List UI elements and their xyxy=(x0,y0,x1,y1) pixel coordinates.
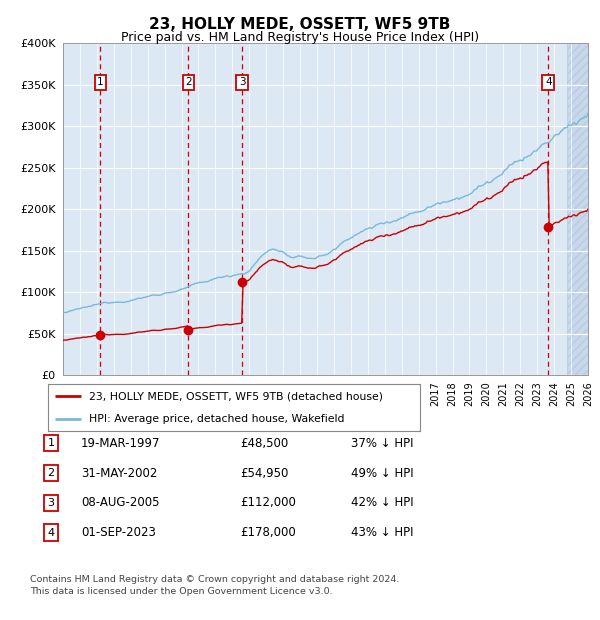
Text: 4: 4 xyxy=(545,78,551,87)
Text: 42% ↓ HPI: 42% ↓ HPI xyxy=(351,497,413,509)
Text: 37% ↓ HPI: 37% ↓ HPI xyxy=(351,437,413,450)
Text: £112,000: £112,000 xyxy=(240,497,296,509)
Text: Contains HM Land Registry data © Crown copyright and database right 2024.
This d: Contains HM Land Registry data © Crown c… xyxy=(30,575,400,596)
Text: 43% ↓ HPI: 43% ↓ HPI xyxy=(351,526,413,539)
Text: 23, HOLLY MEDE, OSSETT, WF5 9TB: 23, HOLLY MEDE, OSSETT, WF5 9TB xyxy=(149,17,451,32)
Text: Price paid vs. HM Land Registry's House Price Index (HPI): Price paid vs. HM Land Registry's House … xyxy=(121,31,479,44)
Text: £178,000: £178,000 xyxy=(240,526,296,539)
Text: 23, HOLLY MEDE, OSSETT, WF5 9TB (detached house): 23, HOLLY MEDE, OSSETT, WF5 9TB (detache… xyxy=(89,391,383,401)
Text: 3: 3 xyxy=(239,78,245,87)
Text: 4: 4 xyxy=(47,528,55,538)
Text: 01-SEP-2023: 01-SEP-2023 xyxy=(81,526,156,539)
Text: 3: 3 xyxy=(47,498,55,508)
Text: HPI: Average price, detached house, Wakefield: HPI: Average price, detached house, Wake… xyxy=(89,414,344,424)
Text: £54,950: £54,950 xyxy=(240,467,289,479)
Text: 1: 1 xyxy=(97,78,104,87)
Text: 49% ↓ HPI: 49% ↓ HPI xyxy=(351,467,413,479)
Text: 1: 1 xyxy=(47,438,55,448)
Text: 19-MAR-1997: 19-MAR-1997 xyxy=(81,437,161,450)
Text: 2: 2 xyxy=(47,468,55,478)
Bar xyxy=(567,43,588,375)
Text: £48,500: £48,500 xyxy=(240,437,288,450)
Text: 31-MAY-2002: 31-MAY-2002 xyxy=(81,467,157,479)
Text: 2: 2 xyxy=(185,78,192,87)
Text: 08-AUG-2005: 08-AUG-2005 xyxy=(81,497,160,509)
